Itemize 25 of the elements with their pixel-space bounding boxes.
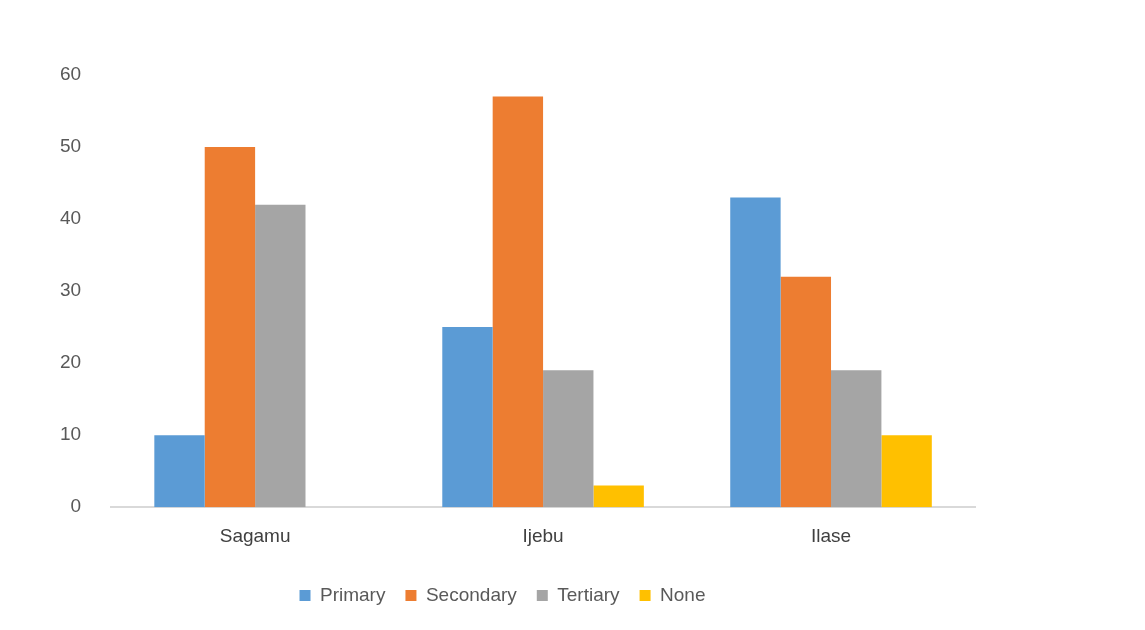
y-tick-label: 30	[59, 279, 82, 301]
bar	[881, 435, 932, 508]
legend-label: None	[660, 583, 706, 605]
bar	[831, 370, 882, 508]
bar	[593, 485, 644, 508]
x-tick-label: Ilase	[810, 524, 852, 546]
bar	[154, 435, 205, 508]
y-tick-label: 40	[59, 207, 82, 229]
y-tick-label: 10	[59, 423, 82, 445]
x-tick-label: Ijebu	[522, 524, 564, 546]
y-tick-label: 0	[70, 495, 82, 517]
bar	[442, 327, 493, 508]
legend-label: Secondary	[425, 583, 518, 605]
y-tick-label: 50	[59, 135, 82, 157]
bar	[204, 147, 256, 508]
x-tick-label: Sagamu	[219, 524, 291, 546]
y-tick-label: 20	[59, 351, 82, 373]
legend-label: Tertiary	[557, 583, 621, 605]
bar	[255, 204, 306, 508]
bar	[543, 370, 594, 508]
legend-label: Primary	[320, 583, 386, 605]
bar	[492, 96, 544, 508]
bar	[780, 276, 832, 508]
bar	[730, 197, 781, 508]
y-tick-label: 60	[59, 63, 82, 85]
